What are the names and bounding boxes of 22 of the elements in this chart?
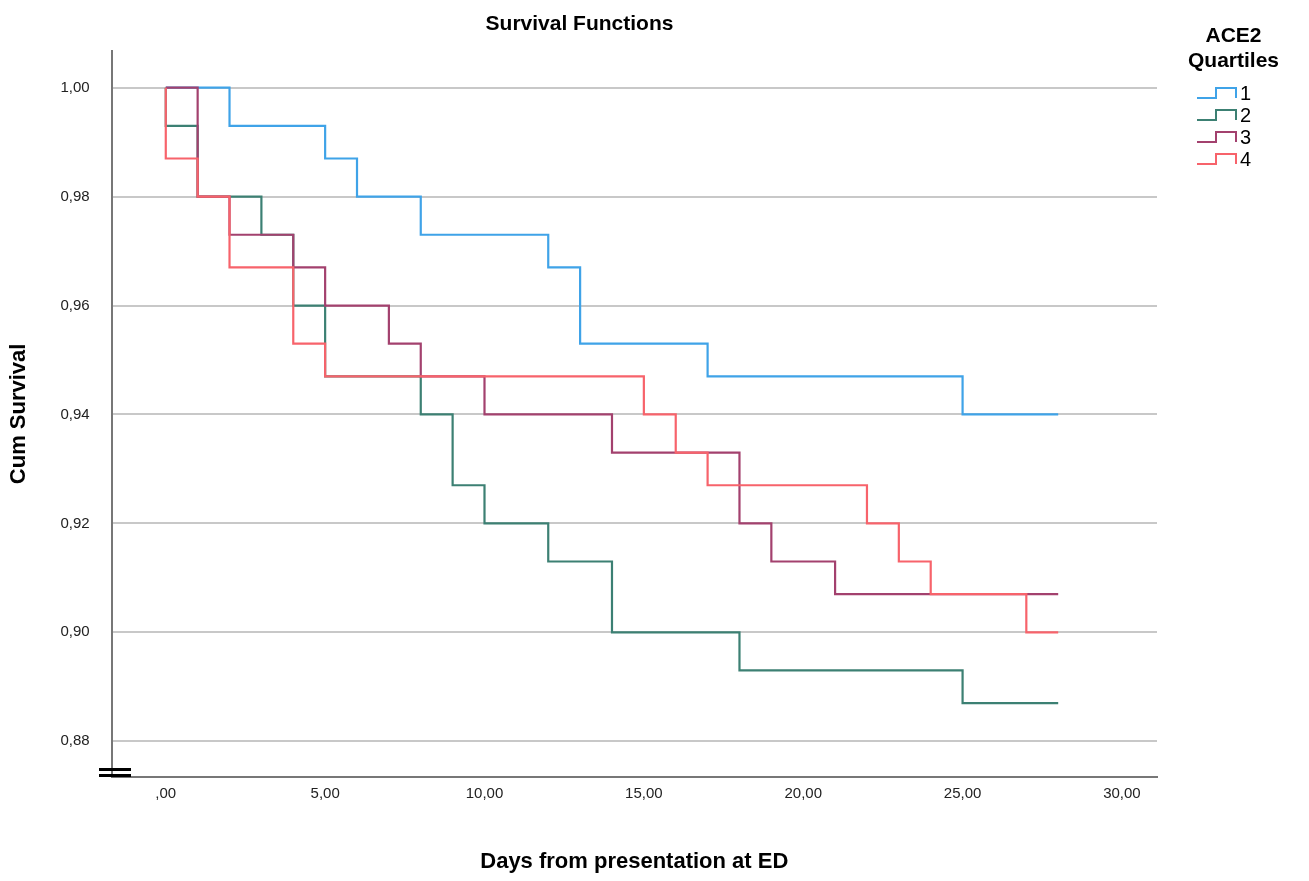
x-tick-label: 5,00 [310, 783, 340, 801]
y-tick-label: 1,00 [60, 77, 90, 95]
y-tick-label: 0,94 [60, 404, 90, 422]
y-tick-label: 0,88 [60, 731, 90, 749]
legend-label: 2 [1240, 103, 1252, 127]
x-tick-label: 25,00 [943, 783, 982, 801]
legend-label: 1 [1240, 81, 1252, 105]
legend-label: 4 [1240, 147, 1252, 171]
chart-title: Survival Functions [485, 11, 674, 35]
x-tick-label: 30,00 [1103, 783, 1141, 801]
x-tick-label: 20,00 [784, 783, 822, 801]
x-axis-title: Days from presentation at ED [480, 847, 789, 873]
legend-title: ACE2 Quartiles [1186, 22, 1280, 72]
y-tick-label: 0,90 [60, 622, 90, 640]
legend-label: 3 [1240, 125, 1252, 149]
y-axis-title: Cum Survival [5, 343, 31, 485]
x-tick-label: ,00 [155, 783, 177, 801]
x-tick-label: 10,00 [465, 783, 504, 801]
x-tick-label: 15,00 [625, 783, 663, 801]
y-tick-label: 0,98 [60, 186, 90, 204]
y-tick-label: 0,96 [60, 295, 90, 313]
y-tick-label: 0,92 [60, 513, 90, 531]
